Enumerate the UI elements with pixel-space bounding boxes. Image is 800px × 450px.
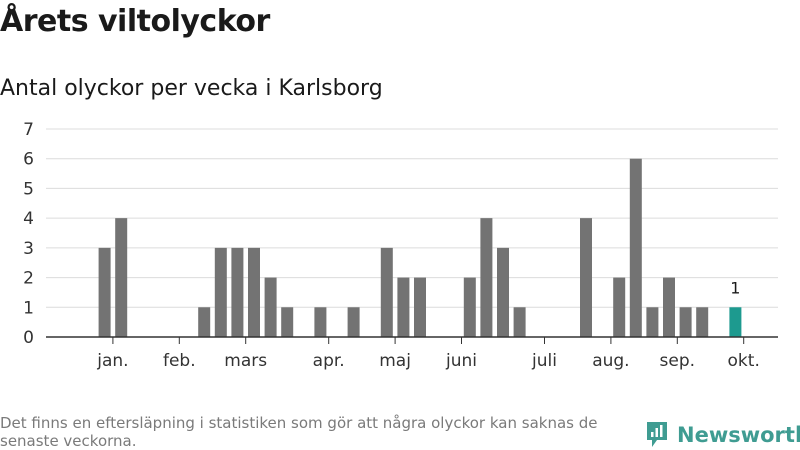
bar bbox=[513, 307, 526, 337]
bar bbox=[663, 277, 675, 337]
x-tick-label: juni bbox=[445, 351, 477, 371]
bar bbox=[98, 247, 111, 337]
bar bbox=[480, 218, 493, 337]
x-tick-label: mars bbox=[224, 351, 267, 371]
x-tick-label: aug. bbox=[592, 351, 629, 371]
footnote: Det finns en eftersläpning i statistiken… bbox=[0, 414, 598, 450]
bar bbox=[397, 277, 410, 337]
bar bbox=[214, 247, 227, 337]
y-tick-label: 5 bbox=[23, 179, 34, 199]
brand-logo: Newsworthy bbox=[645, 420, 800, 450]
x-tick-label: jan. bbox=[96, 351, 128, 371]
brand-name: Newsworthy bbox=[677, 423, 800, 447]
bar bbox=[497, 247, 509, 337]
bar bbox=[679, 307, 692, 337]
y-tick-label: 7 bbox=[23, 120, 34, 140]
x-tick-label: juli bbox=[531, 351, 557, 371]
bar bbox=[264, 277, 277, 337]
data-label: 1 bbox=[730, 278, 740, 297]
bar bbox=[281, 307, 294, 337]
y-tick-label: 6 bbox=[23, 150, 34, 170]
bar bbox=[463, 277, 476, 337]
y-tick-label: 0 bbox=[23, 328, 34, 348]
bar bbox=[198, 307, 211, 337]
bar bbox=[729, 307, 742, 337]
chart-title: Årets viltolyckor bbox=[0, 4, 270, 39]
bar-chart-icon bbox=[647, 422, 667, 447]
bar bbox=[380, 247, 393, 337]
bar bbox=[314, 307, 327, 337]
bar bbox=[231, 247, 244, 337]
x-tick-label: feb. bbox=[163, 351, 196, 371]
x-tick-label: okt. bbox=[728, 351, 760, 371]
bar bbox=[347, 307, 360, 337]
bar bbox=[248, 247, 260, 337]
y-tick-label: 3 bbox=[23, 239, 34, 259]
bar bbox=[414, 277, 426, 337]
chart-subtitle: Antal olyckor per vecka i Karlsborg bbox=[0, 76, 383, 101]
bar bbox=[613, 277, 626, 337]
y-tick-label: 4 bbox=[23, 209, 34, 229]
bar bbox=[629, 158, 642, 337]
bar bbox=[115, 218, 128, 337]
y-tick-label: 1 bbox=[23, 298, 34, 318]
bar bbox=[580, 218, 592, 337]
bar bbox=[696, 307, 709, 337]
bar-chart: 0 1 2 3 4 5 6 7 1 jan. feb. mars apr. maj juni juli aug.… bbox=[23, 120, 778, 371]
x-tick-label: maj bbox=[379, 351, 411, 371]
x-tick-label: apr. bbox=[313, 351, 345, 371]
bar bbox=[646, 307, 659, 337]
y-tick-label: 2 bbox=[23, 269, 34, 289]
x-tick-label: sep. bbox=[660, 351, 696, 371]
